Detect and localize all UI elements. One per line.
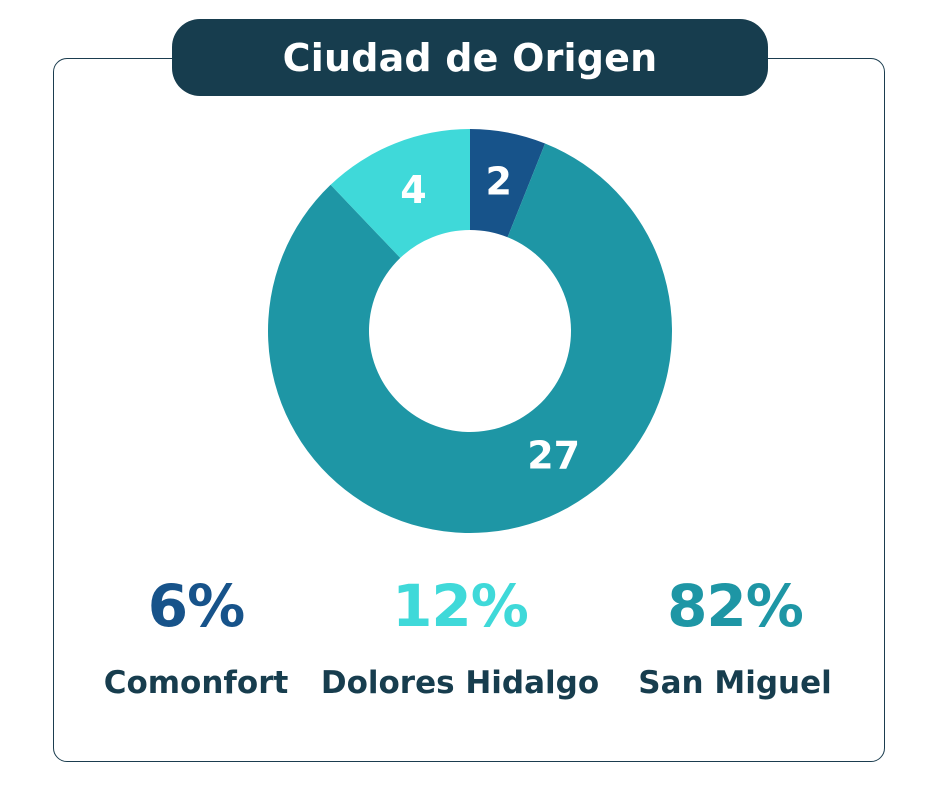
slice-value-label-comonfort: 2 [486, 160, 512, 204]
slice-value-label-san-miguel: 27 [527, 434, 580, 478]
legend-item-dolores-hidalgo: 12% Dolores Hidalgo [320, 575, 600, 701]
legend-percent-san-miguel: 82% [667, 572, 804, 640]
chart-title: Ciudad de Origen [172, 19, 768, 96]
legend-item-comonfort: 6% Comonfort [56, 575, 336, 701]
legend-item-san-miguel: 82% San Miguel [595, 575, 875, 701]
donut-slice-san-miguel [268, 143, 672, 534]
donut-slice-dolores-hidalgo [330, 129, 470, 258]
donut-slice-comonfort [470, 129, 546, 238]
slice-value-label-dolores-hidalgo: 4 [400, 168, 426, 212]
legend-name-comonfort: Comonfort [103, 665, 289, 701]
legend-name-dolores-hidalgo: Dolores Hidalgo [320, 665, 600, 701]
legend-percent-comonfort: 6% [147, 572, 245, 640]
legend-name-san-miguel: San Miguel [638, 665, 832, 701]
legend-percent-dolores-hidalgo: 12% [392, 572, 529, 640]
